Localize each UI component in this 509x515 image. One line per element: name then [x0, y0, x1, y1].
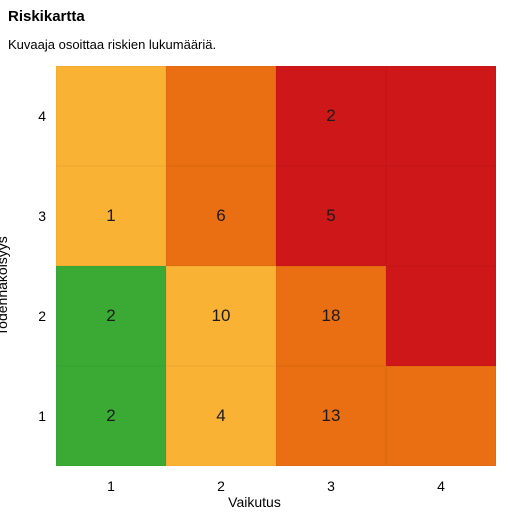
- y-tick-label: 4: [26, 108, 46, 124]
- heatmap-cell: [56, 66, 166, 166]
- y-axis-label: Todennäköisyys: [0, 236, 10, 336]
- heatmap-cell: 10: [166, 266, 276, 366]
- heatmap-cell: 13: [276, 366, 386, 466]
- heatmap-cell: [386, 266, 496, 366]
- heatmap-cell: [386, 66, 496, 166]
- x-tick-label: 3: [327, 478, 335, 494]
- y-tick-label: 3: [26, 208, 46, 224]
- x-tick-label: 4: [437, 478, 445, 494]
- x-axis-label: Vaikutus: [228, 494, 281, 510]
- heatmap-cell: 1: [56, 166, 166, 266]
- heatmap-cell: 18: [276, 266, 386, 366]
- x-tick-label: 1: [107, 478, 115, 494]
- heatmap-cell: 2: [56, 366, 166, 466]
- chart-subtitle: Kuvaaja osoittaa riskien lukumääriä.: [8, 37, 509, 52]
- heatmap-cell: 2: [56, 266, 166, 366]
- heatmap-chart: Todennäköisyys Vaikutus 2165210182413 12…: [8, 66, 501, 506]
- heatmap-cell: [386, 366, 496, 466]
- risk-map-container: Riskikartta Kuvaaja osoittaa riskien luk…: [8, 8, 509, 506]
- heatmap-cell: [386, 166, 496, 266]
- y-tick-label: 1: [26, 408, 46, 424]
- heatmap-cell: 6: [166, 166, 276, 266]
- heatmap-grid: 2165210182413: [56, 66, 496, 466]
- x-tick-label: 2: [217, 478, 225, 494]
- y-tick-label: 2: [26, 308, 46, 324]
- heatmap-cell: [166, 66, 276, 166]
- chart-title: Riskikartta: [8, 8, 509, 25]
- heatmap-cell: 5: [276, 166, 386, 266]
- heatmap-cell: 2: [276, 66, 386, 166]
- heatmap-cell: 4: [166, 366, 276, 466]
